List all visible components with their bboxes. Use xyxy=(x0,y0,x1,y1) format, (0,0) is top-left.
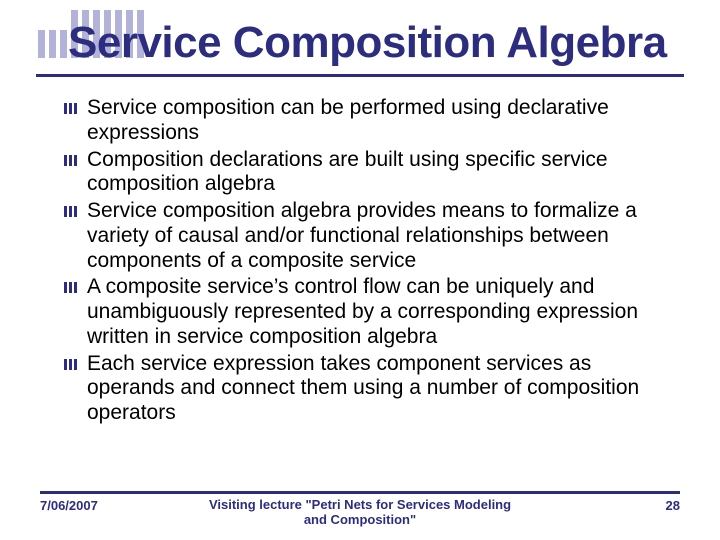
slide-footer: 7/06/2007 Visiting lecture "Petri Nets f… xyxy=(40,491,680,528)
footer-date: 7/06/2007 xyxy=(40,498,200,513)
bullet-item: Service composition algebra provides mea… xyxy=(64,199,672,273)
bullet-text: Service composition algebra provides mea… xyxy=(87,199,672,273)
bullet-item: Composition declarations are built using… xyxy=(64,148,672,198)
slide: Service Composition Algebra Service comp… xyxy=(0,0,720,540)
title-underline xyxy=(36,74,684,77)
footer-title: Visiting lecture "Petri Nets for Service… xyxy=(200,498,520,528)
bullet-text: Each service expression takes component … xyxy=(87,352,672,426)
slide-body: Service composition can be performed usi… xyxy=(64,96,672,428)
bullet-text: Service composition can be performed usi… xyxy=(87,96,672,146)
bullet-icon xyxy=(64,206,77,217)
bullet-icon xyxy=(64,155,77,166)
bullet-item: Service composition can be performed usi… xyxy=(64,96,672,146)
bullet-item: A composite service’s control flow can b… xyxy=(64,275,672,349)
bullet-icon xyxy=(64,103,77,114)
slide-title: Service Composition Algebra xyxy=(68,18,667,68)
bullet-icon xyxy=(64,359,77,370)
footer-page-number: 28 xyxy=(520,498,680,513)
bullet-icon xyxy=(64,282,77,293)
bullet-text: Composition declarations are built using… xyxy=(87,148,672,198)
bullet-text: A composite service’s control flow can b… xyxy=(87,275,672,349)
bullet-item: Each service expression takes component … xyxy=(64,352,672,426)
